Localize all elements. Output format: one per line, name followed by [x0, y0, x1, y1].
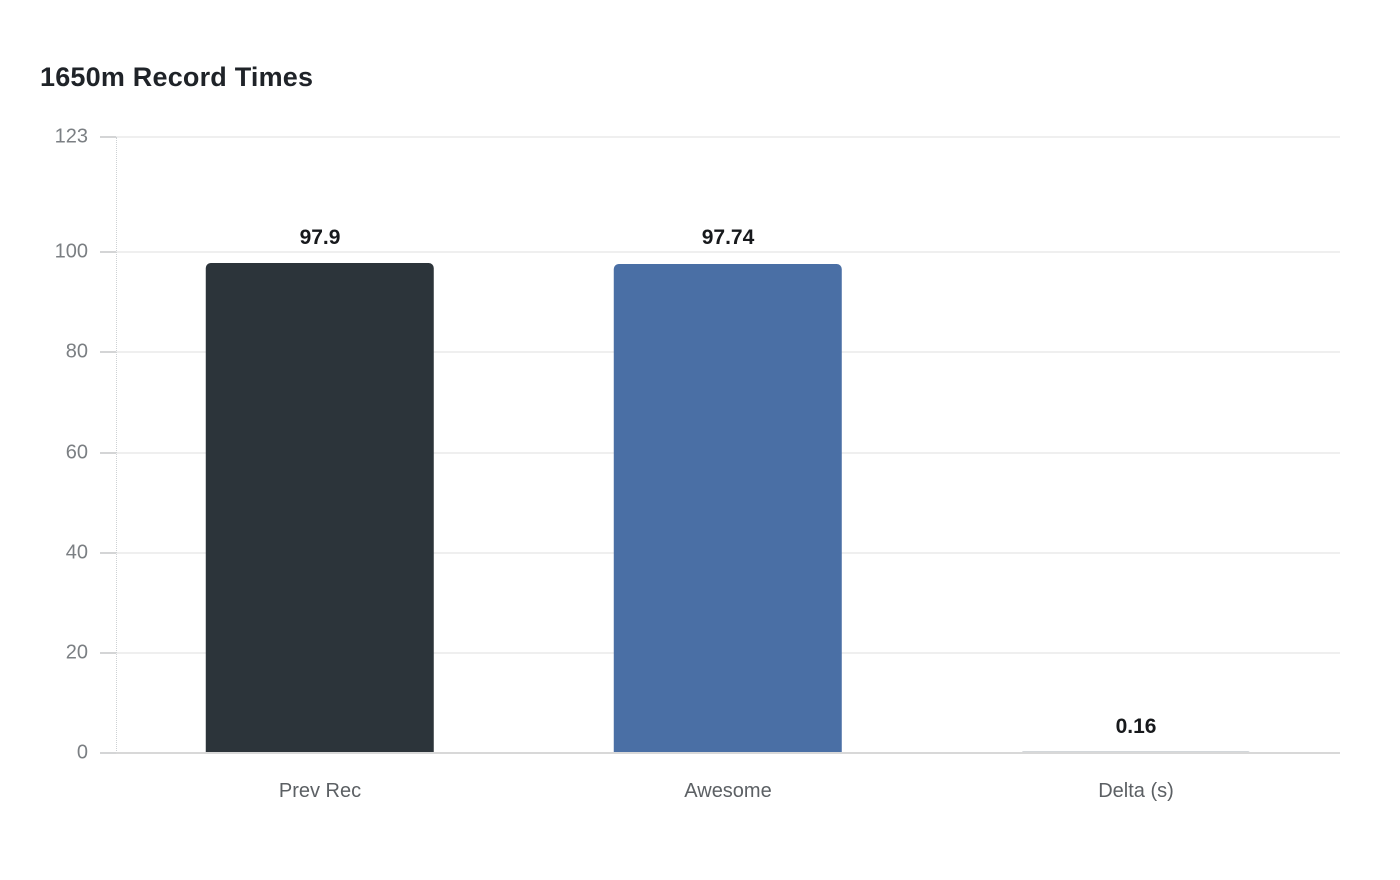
y-tick-mark-60	[100, 452, 116, 453]
y-tick-mark-40	[100, 552, 116, 554]
gridline-123	[116, 136, 1340, 138]
bar-prev-rec	[205, 262, 435, 753]
x-axis-label-prev-rec: Prev Rec	[278, 780, 362, 802]
plot-area: 0 20 40 60 80 100 123 97.9 Prev Rec 97.74 Awesome…	[55, 126, 1340, 802]
y-tick-mark-20	[100, 652, 116, 654]
y-axis-line	[116, 137, 117, 753]
bar-group-delta-s: 0.16 Delta (s)	[932, 137, 1340, 802]
y-tick-label-100: 100	[54, 240, 88, 263]
gridline-100	[116, 251, 1340, 254]
chart-title: 1650m Record Times	[40, 62, 314, 92]
y-tick-label-20: 20	[65, 641, 88, 664]
bar-awesome	[613, 263, 843, 753]
bar-value-label-awesome: 97.74	[701, 226, 755, 250]
bar-group-awesome: 97.74 Awesome	[524, 137, 932, 802]
y-tick-mark-100	[100, 251, 116, 253]
y-tick-label-40: 40	[65, 541, 88, 564]
gridline-0	[116, 752, 1340, 754]
y-tick-label-123: 123	[54, 125, 88, 148]
bar-group-prev-rec: 97.9 Prev Rec	[116, 137, 524, 802]
bar-value-label-prev-rec: 97.9	[299, 225, 341, 249]
y-tick-mark-0	[100, 752, 116, 754]
x-axis-label-delta-s: Delta (s)	[1098, 780, 1174, 802]
bar-value-label-delta-s: 0.16	[1115, 715, 1157, 739]
y-tick-label-60: 60	[65, 441, 88, 463]
x-axis-label-awesome: Awesome	[684, 780, 772, 802]
bars-layer: 97.9 Prev Rec 97.74 Awesome 0.16 Delta (s)	[116, 137, 1340, 802]
y-tick-mark-80	[100, 351, 116, 353]
y-tick-label-80: 80	[65, 340, 88, 363]
y-tick-label-0: 0	[76, 741, 88, 764]
y-tick-mark-123	[100, 136, 116, 138]
